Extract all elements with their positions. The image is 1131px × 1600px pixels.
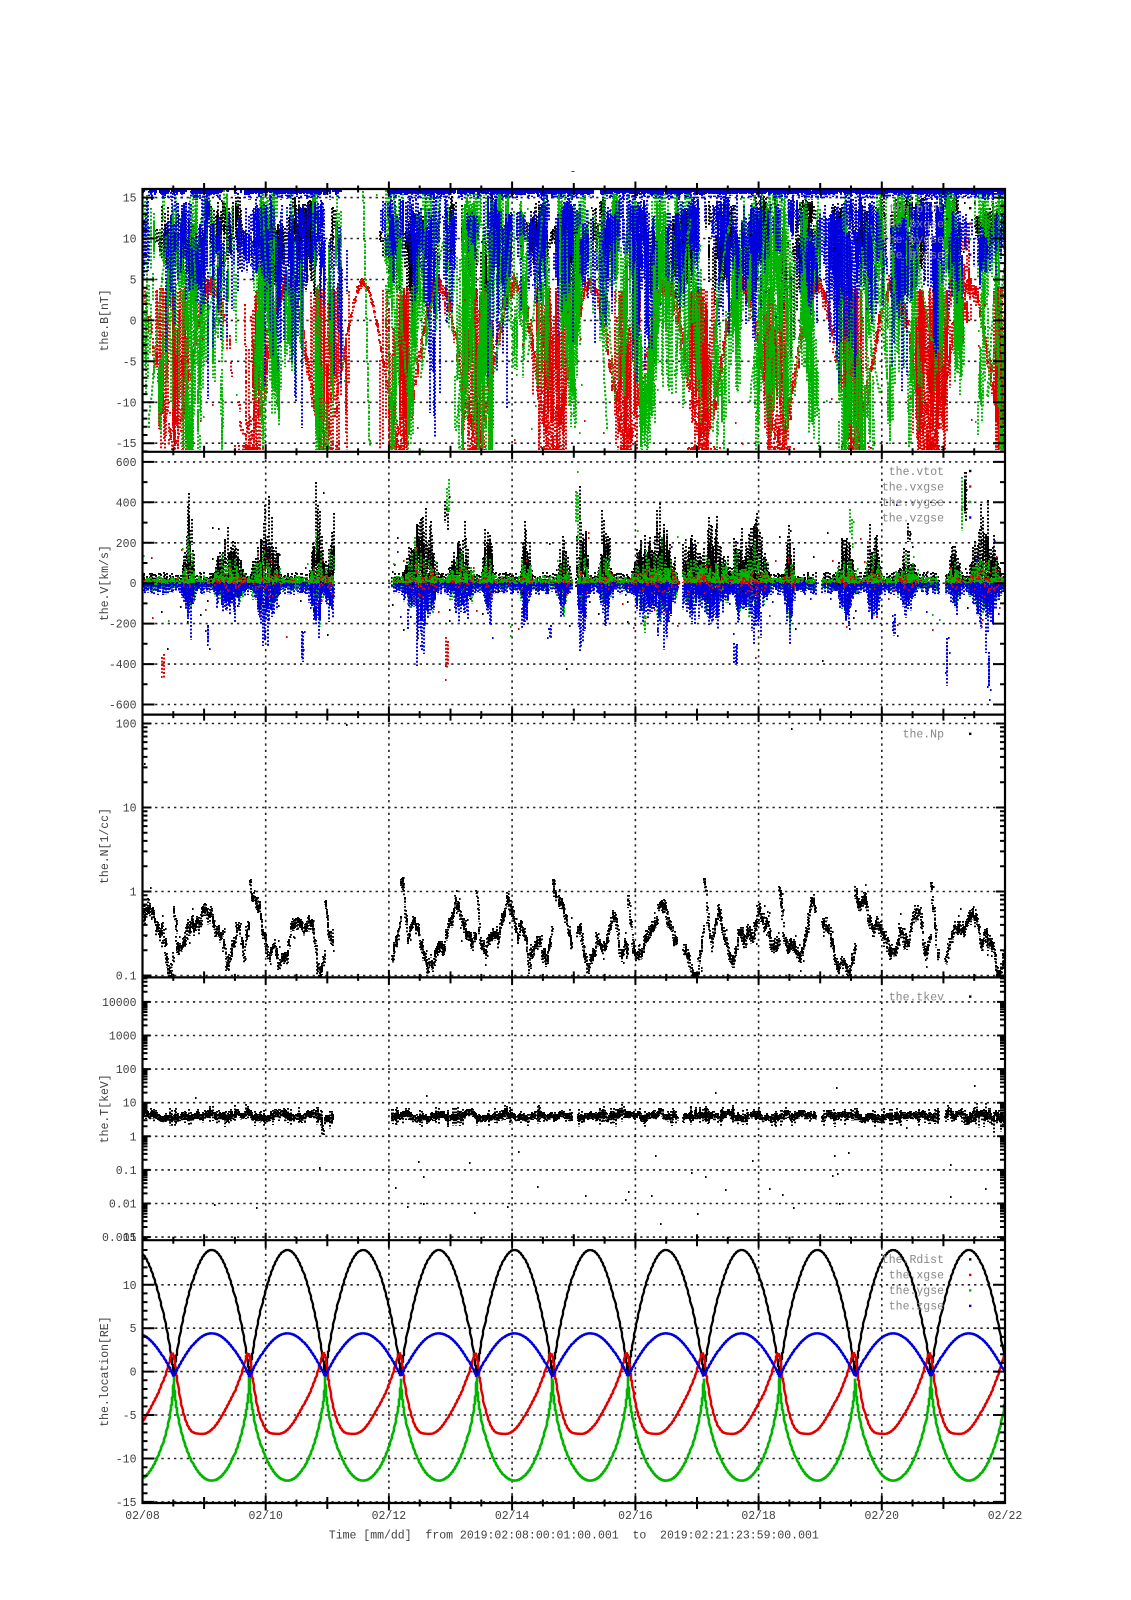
svg-text:0: 0 [130,315,137,328]
svg-text:15: 15 [123,193,137,206]
svg-text:200: 200 [116,538,137,551]
svg-text:the.B[nT]: the.B[nT] [99,289,112,351]
svg-text:the.vygse: the.vygse [882,497,944,510]
svg-text:0: 0 [130,578,137,591]
svg-text:the.xgse: the.xgse [889,1270,944,1283]
svg-text:-5: -5 [123,356,137,369]
svg-text:02/14: 02/14 [495,1510,530,1523]
svg-text:02/12: 02/12 [372,1510,407,1523]
svg-text:the.tkev: the.tkev [889,991,944,1004]
svg-text:the.bxgse: the.bxgse [882,219,944,232]
svg-text:-5: -5 [123,1410,137,1423]
svg-text:the.vtot: the.vtot [889,466,944,479]
svg-text:1: 1 [130,1131,137,1144]
svg-text:the.vxgse: the.vxgse [882,481,944,494]
svg-text:the.Np: the.Np [903,729,945,742]
svg-text:0.001: 0.001 [102,1232,137,1245]
svg-text:5: 5 [130,1323,137,1336]
svg-text:-15: -15 [116,438,137,451]
svg-text:1000: 1000 [109,1031,137,1044]
svg-text:02/18: 02/18 [741,1510,776,1523]
svg-text:1: 1 [130,887,137,900]
svg-text:the.bygse: the.bygse [882,234,944,247]
svg-text:02/08: 02/08 [125,1510,160,1523]
svg-text:the.N[1/cc]: the.N[1/cc] [99,808,112,884]
svg-text:10: 10 [123,234,137,247]
svg-text:02/20: 02/20 [865,1510,900,1523]
svg-text:the.location[RE]: the.location[RE] [99,1316,112,1426]
svg-text:02/16: 02/16 [618,1510,653,1523]
svg-text:-10: -10 [116,1454,137,1467]
svg-text:-: - [570,166,577,179]
svg-text:the.ygse: the.ygse [889,1285,944,1298]
svg-text:5: 5 [130,275,137,288]
svg-text:-15: -15 [116,1497,137,1510]
svg-text:02/22: 02/22 [988,1510,1023,1523]
svg-text:Time [mm/dd] from 2019:02:08:: Time [mm/dd] from 2019:02:08:00:01:00.00… [329,1530,819,1543]
svg-text:0.01: 0.01 [109,1199,137,1212]
svg-text:the.Rdist: the.Rdist [882,1254,944,1267]
svg-text:the.zgse: the.zgse [889,1301,944,1314]
svg-text:100: 100 [116,1064,137,1077]
svg-text:the.bzgse: the.bzgse [882,250,944,263]
svg-text:-10: -10 [116,397,137,410]
svg-text:the.T[keV]: the.T[keV] [99,1074,112,1143]
svg-text:-400: -400 [109,659,137,672]
svg-text:0: 0 [130,1367,137,1380]
svg-text:100: 100 [116,719,137,732]
svg-text:10: 10 [123,1098,137,1111]
svg-text:0.1: 0.1 [116,1165,137,1178]
svg-text:the.btot: the.btot [889,203,944,216]
svg-text:15: 15 [123,1232,137,1245]
svg-text:10000: 10000 [102,997,137,1010]
svg-text:10: 10 [123,1280,137,1293]
svg-text:the.vzgse: the.vzgse [882,512,944,525]
svg-text:-200: -200 [109,619,137,632]
svg-text:10: 10 [123,803,137,816]
svg-text:-600: -600 [109,700,137,713]
svg-text:600: 600 [116,457,137,470]
svg-text:400: 400 [116,497,137,510]
svg-text:0.1: 0.1 [116,971,137,984]
svg-text:02/10: 02/10 [248,1510,283,1523]
svg-text:the.V[km/s]: the.V[km/s] [99,545,112,621]
